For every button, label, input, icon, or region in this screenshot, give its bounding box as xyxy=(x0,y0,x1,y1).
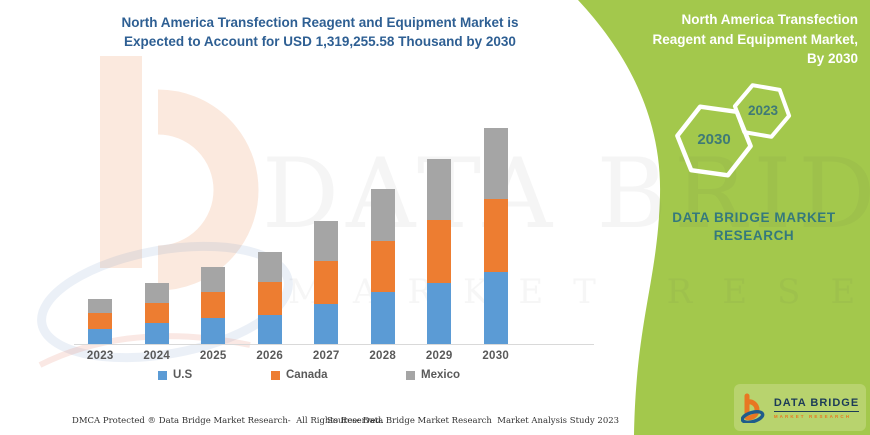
dmca-notice: DMCA Protected ® Data Bridge Market Rese… xyxy=(72,416,384,426)
stacked-bar-2029 xyxy=(427,158,452,344)
x-axis-label-2027: 2027 xyxy=(312,350,340,362)
bar-segment-canada-2024 xyxy=(144,302,169,323)
bar-segment-us-2023 xyxy=(88,328,113,344)
bar-segment-mexico-2023 xyxy=(88,298,113,313)
bar-segment-mexico-2024 xyxy=(144,282,169,303)
x-axis-label-2028: 2028 xyxy=(369,350,397,362)
bar-column-2024 xyxy=(129,282,186,344)
legend-label-canada: Canada xyxy=(286,369,328,381)
bar-segment-mexico-2025 xyxy=(201,267,226,292)
green-panel-path xyxy=(578,0,870,435)
bar-column-2027 xyxy=(298,220,355,344)
bar-segment-mexico-2030 xyxy=(483,127,508,199)
bar-segment-us-2024 xyxy=(144,323,169,344)
bar-column-2028 xyxy=(355,188,412,344)
hexagon-graphics xyxy=(675,83,792,178)
stacked-bar-2025 xyxy=(201,267,226,344)
legend-swatch-mexico xyxy=(406,370,415,380)
bar-segment-canada-2027 xyxy=(314,261,339,304)
brand-wordmark: DATA BRIDGE MARKET RESEARCH xyxy=(645,209,863,245)
source-note: Source: Data Bridge Market Research Mark… xyxy=(327,416,620,426)
bar-segment-us-2028 xyxy=(370,292,395,344)
legend-label-us: U.S xyxy=(173,369,193,381)
x-axis-label-2030: 2030 xyxy=(482,350,510,362)
legend: U.S Canada Mexico xyxy=(0,369,600,385)
x-axis-line xyxy=(74,344,594,345)
legend-item-us: U.S xyxy=(158,369,192,381)
bar-segment-mexico-2028 xyxy=(370,188,395,242)
x-axis-label-2025: 2025 xyxy=(199,350,227,362)
x-axis-labels: 2023 2024 2025 2026 2027 2028 2029 2030 xyxy=(72,350,524,362)
watermark-b-stem xyxy=(100,56,142,268)
bar-column-2030 xyxy=(468,127,525,344)
x-axis-label-2023: 2023 xyxy=(86,350,114,362)
hexagon-label-2023: 2023 xyxy=(747,103,779,118)
hexagon-label-2030: 2030 xyxy=(697,131,731,148)
chart-title: North America Transfection Reagent and E… xyxy=(55,13,585,51)
brand-line1: DATA BRIDGE MARKET xyxy=(672,210,836,225)
panel-title-line2: Reagent and Equipment Market, xyxy=(652,31,858,47)
x-axis-label-2024: 2024 xyxy=(143,350,171,362)
bar-column-2023 xyxy=(72,298,129,344)
plot-area xyxy=(72,0,524,344)
logo-text: DATA BRIDGE MARKET RESEARCH xyxy=(773,397,860,419)
legend-item-canada: Canada xyxy=(271,369,328,381)
x-axis-label-2026: 2026 xyxy=(256,350,284,362)
data-bridge-logo-icon xyxy=(740,393,765,423)
chart-title-line2: Expected to Account for USD 1,319,255.58… xyxy=(124,34,516,49)
bar-segment-us-2026 xyxy=(257,314,282,344)
bar-segment-mexico-2029 xyxy=(427,158,452,220)
logo-name: DATA BRIDGE xyxy=(773,397,860,412)
watermark-blue-swoosh xyxy=(37,241,293,363)
bar-segment-canada-2026 xyxy=(257,282,282,315)
bar-segment-canada-2029 xyxy=(427,219,452,283)
bar-column-2025 xyxy=(185,267,242,344)
logo-subtitle: MARKET RESEARCH xyxy=(773,413,852,419)
stacked-bar-2028 xyxy=(370,188,395,344)
panel-title-line1: North America Transfection xyxy=(681,12,858,27)
bar-column-2026 xyxy=(242,251,299,344)
bar-column-2029 xyxy=(411,158,468,344)
bar-segment-mexico-2027 xyxy=(314,220,339,262)
legend-item-mexico: Mexico xyxy=(406,369,460,381)
bar-segment-canada-2030 xyxy=(483,198,508,273)
hexagon-2023-outline xyxy=(732,83,792,139)
stacked-bar-2023 xyxy=(88,298,113,344)
bar-segment-us-2029 xyxy=(427,282,452,344)
legend-label-mexico: Mexico xyxy=(421,369,460,381)
brand-line2: RESEARCH xyxy=(713,228,795,243)
panel-title-line3: By 2030 xyxy=(806,51,858,66)
stacked-bar-2027 xyxy=(314,220,339,344)
bar-segment-us-2025 xyxy=(201,318,226,344)
bar-segment-canada-2028 xyxy=(370,241,395,293)
bar-segment-us-2030 xyxy=(483,272,508,344)
x-axis-label-2029: 2029 xyxy=(425,350,453,362)
chart-title-line1: North America Transfection Reagent and E… xyxy=(121,15,519,30)
bar-segment-us-2027 xyxy=(314,303,339,344)
bar-segment-canada-2023 xyxy=(88,312,113,329)
bar-segment-canada-2025 xyxy=(201,291,226,319)
stacked-bar-2026 xyxy=(257,251,282,344)
stacked-bar-2030 xyxy=(483,127,508,344)
legend-swatch-us xyxy=(158,370,167,380)
bar-segment-mexico-2026 xyxy=(257,251,282,283)
stacked-bar-2024 xyxy=(144,282,169,344)
panel-title: North America Transfection Reagent and E… xyxy=(596,10,858,69)
logo-box: DATA BRIDGE MARKET RESEARCH xyxy=(734,384,866,431)
watermark-b-bowl xyxy=(157,89,259,291)
legend-swatch-canada xyxy=(271,370,280,380)
